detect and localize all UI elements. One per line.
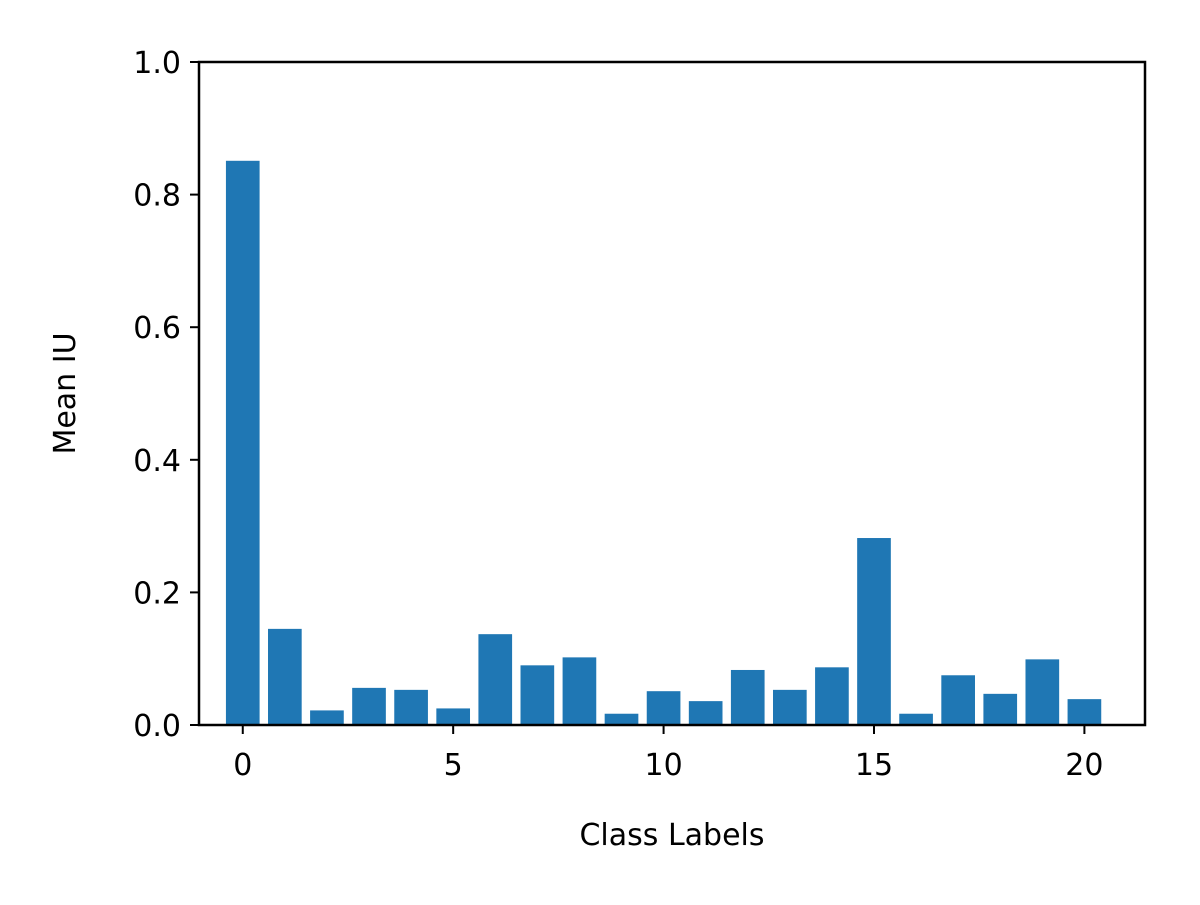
bar-class-3 (352, 687, 386, 725)
bar-class-0 (225, 160, 260, 726)
x-tick-label-15: 15 (855, 748, 893, 783)
x-tick-label-5: 5 (444, 748, 463, 783)
bar-class-16 (899, 713, 933, 725)
bars-group (225, 160, 1102, 726)
bar-class-5 (436, 708, 471, 725)
axes-group: 0 5 10 15 20 0.0 0.2 0.4 0.6 0.8 1.0 (133, 46, 1147, 783)
y-axis-label: Mean IU (48, 332, 83, 454)
bar-class-14 (815, 667, 849, 725)
bar-class-7 (520, 665, 555, 725)
x-tick-label-0: 0 (233, 748, 252, 783)
bar-class-17 (941, 675, 975, 725)
bar-class-12 (730, 669, 765, 725)
bar-class-19 (1025, 659, 1060, 725)
y-tick-label-4: 0.8 (133, 179, 181, 214)
bar-class-18 (983, 693, 1018, 725)
x-tick-label-10: 10 (644, 748, 682, 783)
bar-class-1 (268, 628, 302, 725)
y-tick-label-5: 1.0 (133, 46, 181, 81)
bar-class-15 (857, 538, 891, 725)
bar-class-2 (310, 710, 344, 725)
bar-class-13 (773, 689, 807, 725)
bar-class-11 (688, 701, 723, 725)
x-axis-label: Class Labels (579, 818, 764, 853)
y-tick-label-3: 0.6 (133, 311, 181, 346)
x-tick-label-20: 20 (1065, 748, 1103, 783)
y-tick-label-2: 0.4 (133, 444, 181, 479)
y-tick-label-1: 0.2 (133, 576, 181, 611)
bar-class-9 (604, 713, 639, 725)
y-tick-label-0: 0.0 (133, 709, 181, 744)
plot-frame (197, 60, 1147, 727)
bar-class-6 (478, 634, 513, 725)
bar-class-4 (394, 689, 428, 725)
bar-class-8 (562, 657, 597, 725)
bar-class-20 (1067, 699, 1102, 725)
bar-class-10 (646, 691, 681, 725)
